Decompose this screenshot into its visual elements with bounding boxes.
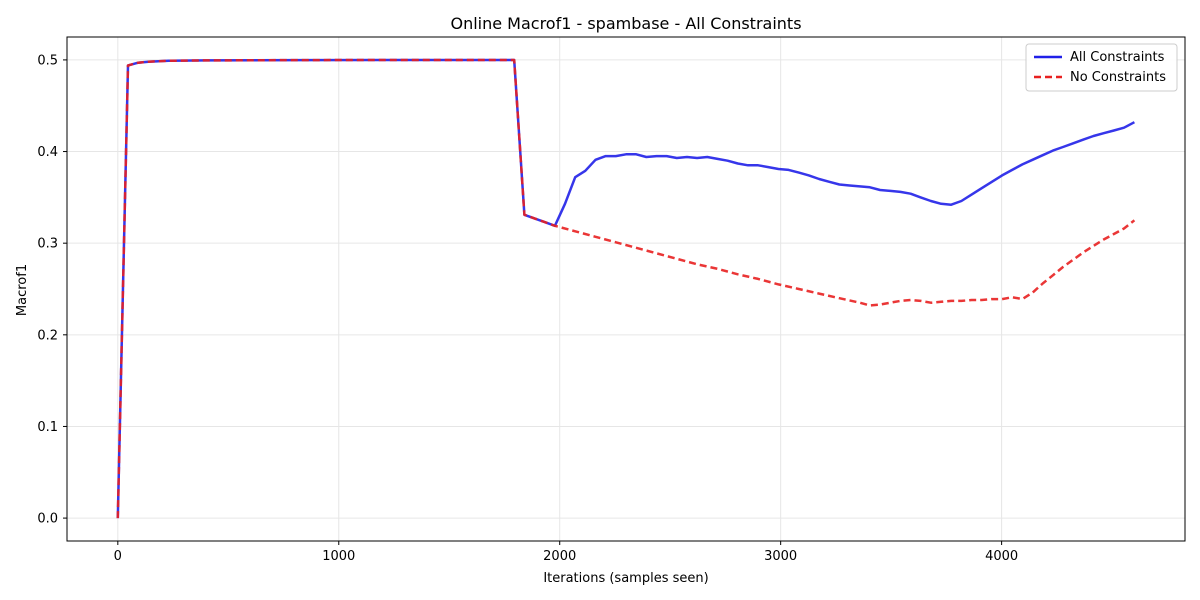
y-axis-title: Macrof1: [15, 264, 30, 316]
x-tick-label: 1000: [322, 549, 355, 564]
legend-box: [1025, 43, 1178, 92]
y-tick-label: 0.5: [37, 53, 58, 68]
legend-label-all-constraints: All Constraints: [1070, 50, 1165, 65]
axis-ticks: 0 1000 2000 3000 4000 0.0 0.1 0.2 0.3 0.4 0.5: [37, 53, 1018, 564]
y-tick-label: 0.4: [37, 145, 58, 160]
series-layer: [116, 58, 1136, 519]
x-tick-label: 3000: [764, 549, 797, 564]
x-tick-label: 2000: [543, 549, 576, 564]
x-axis-title: Iterations (samples seen): [543, 571, 708, 586]
legend: All Constraints No Constraints: [1025, 43, 1178, 92]
series-line-no-constraints: [116, 58, 1136, 519]
x-tick-label: 4000: [985, 549, 1018, 564]
legend-label-no-constraints: No Constraints: [1070, 70, 1166, 85]
x-tick-label: 0: [114, 549, 122, 564]
y-tick-label: 0.1: [37, 420, 58, 435]
plot-frame: [66, 36, 1186, 542]
y-tick-label: 0.0: [37, 512, 58, 527]
chart-title: Online Macrof1 - spambase - All Constrai…: [450, 14, 801, 33]
y-tick-label: 0.2: [37, 328, 58, 343]
y-tick-label: 0.3: [37, 237, 58, 252]
